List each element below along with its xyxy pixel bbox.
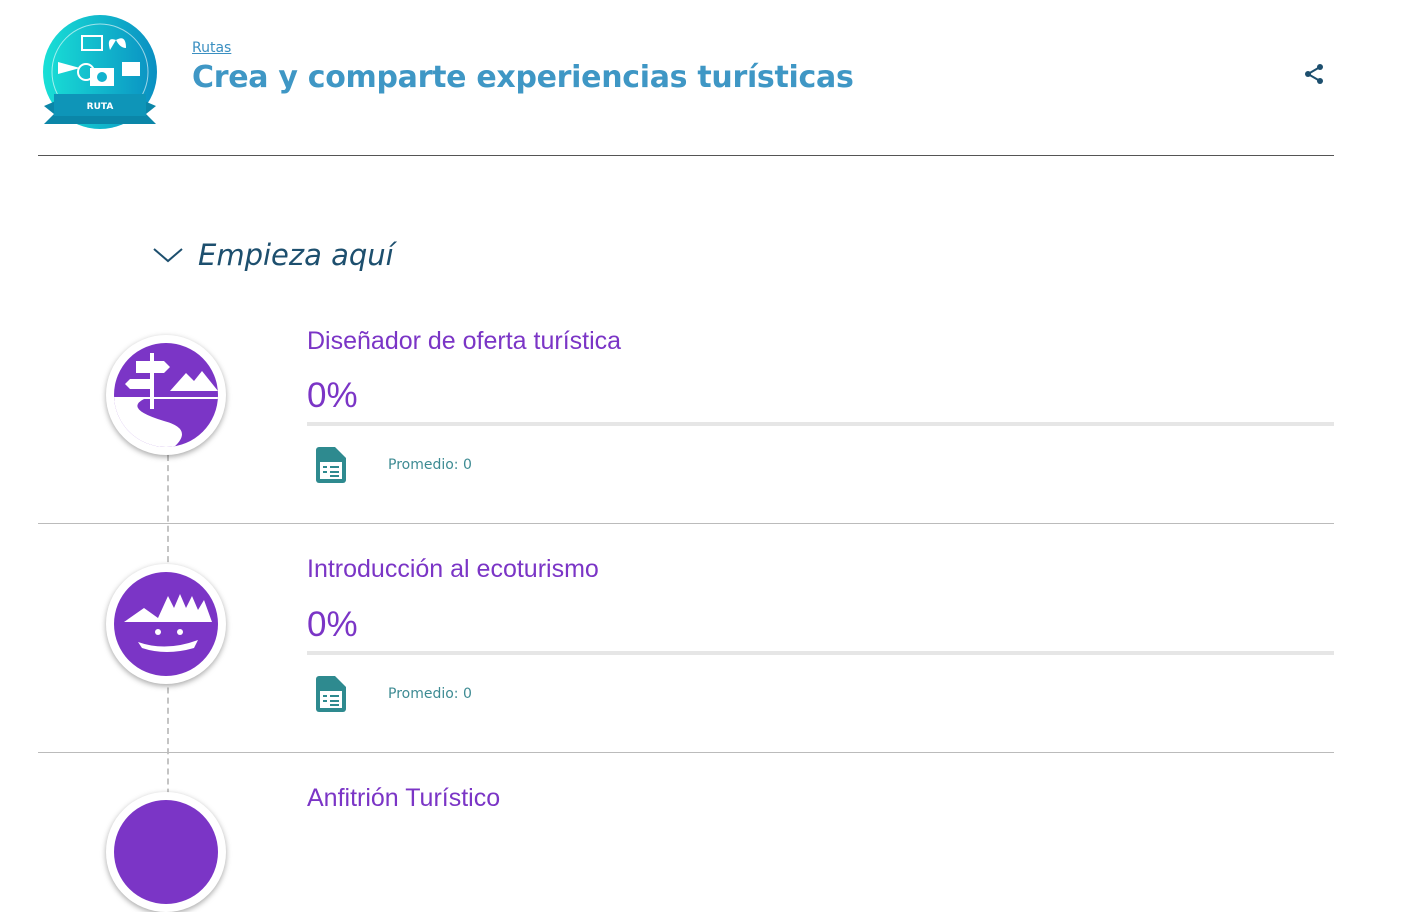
course-title[interactable]: Diseñador de oferta turística (307, 327, 622, 355)
route-badge-logo: RUTA (39, 11, 161, 133)
course-divider (38, 752, 1334, 753)
section-toggle[interactable]: Empieza aquí (152, 238, 394, 272)
svg-text:RUTA: RUTA (87, 102, 114, 112)
course-progress: 0% (307, 605, 358, 644)
course-progress: 0% (307, 376, 358, 415)
course-icon-host[interactable] (106, 792, 226, 912)
breadcrumb-rutas[interactable]: Rutas (192, 40, 232, 56)
progress-bar (307, 422, 1334, 426)
average-score: Promedio: 0 (388, 457, 472, 473)
section-title: Empieza aquí (198, 238, 394, 272)
share-icon[interactable] (1302, 62, 1326, 86)
chevron-down-icon (153, 248, 183, 263)
course-title[interactable]: Anfitrión Turístico (307, 784, 501, 812)
average-score: Promedio: 0 (388, 686, 472, 702)
progress-bar (307, 651, 1334, 655)
course-icon-ecotourism[interactable] (106, 564, 226, 684)
document-checklist-icon[interactable] (316, 676, 346, 712)
header-divider (38, 155, 1334, 156)
document-checklist-icon[interactable] (316, 447, 346, 483)
course-title[interactable]: Introducción al ecoturismo (307, 555, 599, 583)
course-divider (38, 523, 1334, 524)
course-icon-signpost[interactable] (106, 335, 226, 455)
page-title: Crea y comparte experiencias turísticas (192, 60, 854, 95)
